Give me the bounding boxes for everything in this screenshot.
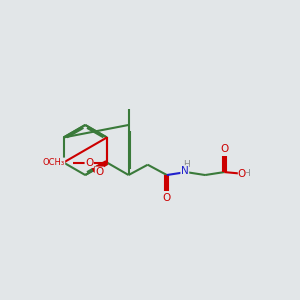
- Text: O: O: [95, 167, 103, 177]
- Text: N: N: [181, 166, 189, 176]
- Text: H: H: [183, 160, 190, 169]
- Text: O: O: [163, 193, 171, 203]
- Text: H: H: [244, 169, 250, 178]
- Text: O: O: [238, 169, 246, 178]
- Text: O: O: [220, 144, 228, 154]
- Text: OCH₃: OCH₃: [43, 158, 65, 167]
- Text: O: O: [85, 158, 93, 167]
